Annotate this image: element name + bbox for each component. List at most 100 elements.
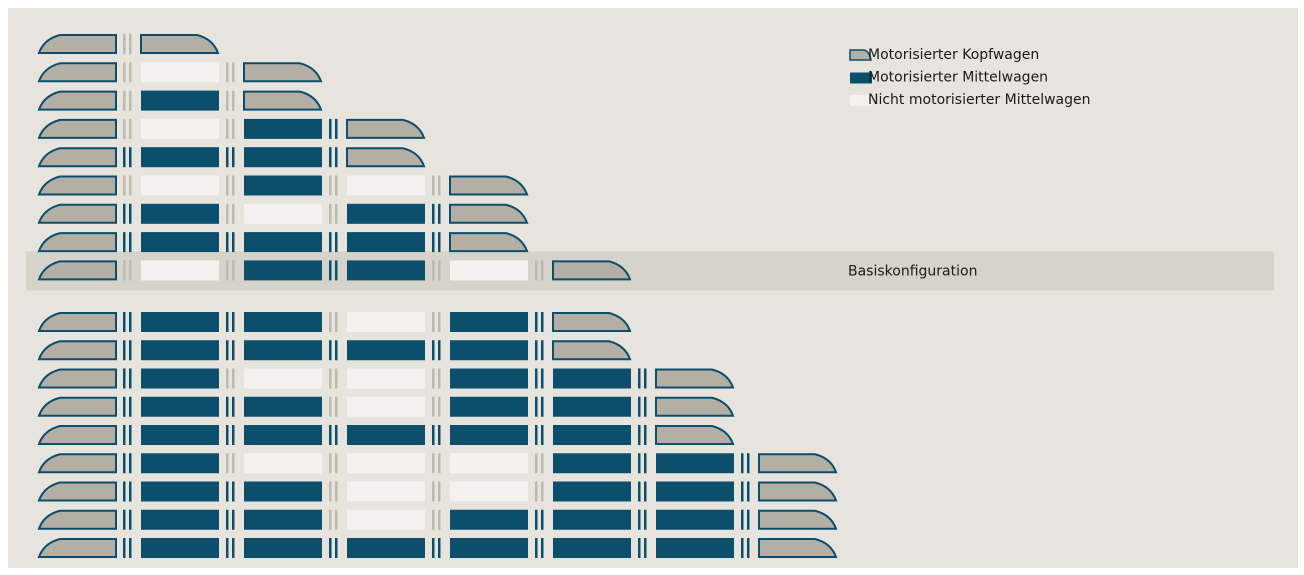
coupler <box>335 203 338 224</box>
coupler <box>329 260 332 281</box>
motor-car <box>141 340 219 361</box>
coupler <box>123 340 126 361</box>
head-car <box>37 34 117 54</box>
head-car <box>37 396 117 417</box>
coupler <box>438 175 441 196</box>
head-car <box>758 453 838 474</box>
coupler <box>432 175 435 196</box>
legend-label: Motorisierter Mittelwagen <box>868 70 1048 86</box>
coupler <box>129 232 132 253</box>
coupler <box>438 509 441 530</box>
head-car <box>449 203 529 224</box>
motor-car <box>553 538 631 558</box>
coupler <box>335 396 338 417</box>
head-car <box>346 118 426 139</box>
legend-swatch <box>850 95 872 106</box>
motor-car <box>244 509 322 530</box>
coupler <box>535 396 538 417</box>
motor-car <box>450 396 528 417</box>
coupler <box>226 509 229 530</box>
coupler <box>123 62 126 83</box>
head-car <box>37 232 117 253</box>
coupler <box>638 453 641 474</box>
coupler <box>432 232 435 253</box>
coupler <box>432 396 435 417</box>
head-car <box>758 481 838 502</box>
coupler <box>541 509 544 530</box>
coupler <box>335 425 338 445</box>
coupler <box>432 509 435 530</box>
coupler <box>226 232 229 253</box>
motor-car <box>244 312 322 332</box>
motor-car <box>141 538 219 558</box>
coupler <box>129 340 132 361</box>
motor-car <box>553 396 631 417</box>
motor-car <box>141 203 219 224</box>
motor-car <box>347 538 425 558</box>
coupler <box>438 453 441 474</box>
trailer-car <box>141 260 219 281</box>
motor-car <box>450 368 528 389</box>
legend-swatch <box>850 72 872 84</box>
coupler <box>226 260 229 281</box>
coupler <box>232 118 235 139</box>
head-car <box>552 340 632 361</box>
coupler <box>432 481 435 502</box>
motor-car <box>347 232 425 253</box>
coupler <box>226 425 229 445</box>
coupler <box>438 312 441 332</box>
head-car <box>140 34 220 54</box>
coupler <box>123 147 126 168</box>
motor-car <box>656 509 734 530</box>
motor-car <box>244 538 322 558</box>
coupler <box>123 481 126 502</box>
coupler <box>129 62 132 83</box>
coupler <box>541 425 544 445</box>
coupler <box>747 538 750 558</box>
coupler <box>541 368 544 389</box>
coupler <box>329 340 332 361</box>
coupler <box>232 538 235 558</box>
motor-car <box>141 90 219 111</box>
coupler <box>129 147 132 168</box>
coupler <box>123 368 126 389</box>
trailer-car <box>244 203 322 224</box>
coupler <box>335 147 338 168</box>
head-car <box>758 509 838 530</box>
motor-car <box>656 481 734 502</box>
motor-car <box>141 312 219 332</box>
coupler <box>129 118 132 139</box>
head-car <box>37 312 117 332</box>
coupler <box>329 425 332 445</box>
motor-car <box>141 425 219 445</box>
head-car <box>758 538 838 558</box>
motor-car <box>244 147 322 168</box>
coupler <box>329 175 332 196</box>
coupler <box>129 509 132 530</box>
head-car <box>243 90 323 111</box>
coupler <box>226 62 229 83</box>
coupler <box>123 453 126 474</box>
trailer-car <box>244 368 322 389</box>
trailer-car <box>347 453 425 474</box>
legend-swatch <box>849 49 872 61</box>
trailer-car <box>347 368 425 389</box>
motor-car <box>244 232 322 253</box>
coupler <box>335 260 338 281</box>
coupler <box>535 453 538 474</box>
trailer-car <box>141 62 219 83</box>
trailer-car <box>244 453 322 474</box>
coupler <box>432 260 435 281</box>
coupler <box>232 453 235 474</box>
motor-car <box>553 453 631 474</box>
coupler <box>232 147 235 168</box>
coupler <box>432 312 435 332</box>
motor-car <box>141 368 219 389</box>
coupler <box>541 396 544 417</box>
coupler <box>432 538 435 558</box>
head-car <box>37 175 117 196</box>
coupler <box>226 396 229 417</box>
coupler <box>335 453 338 474</box>
head-car <box>37 538 117 558</box>
